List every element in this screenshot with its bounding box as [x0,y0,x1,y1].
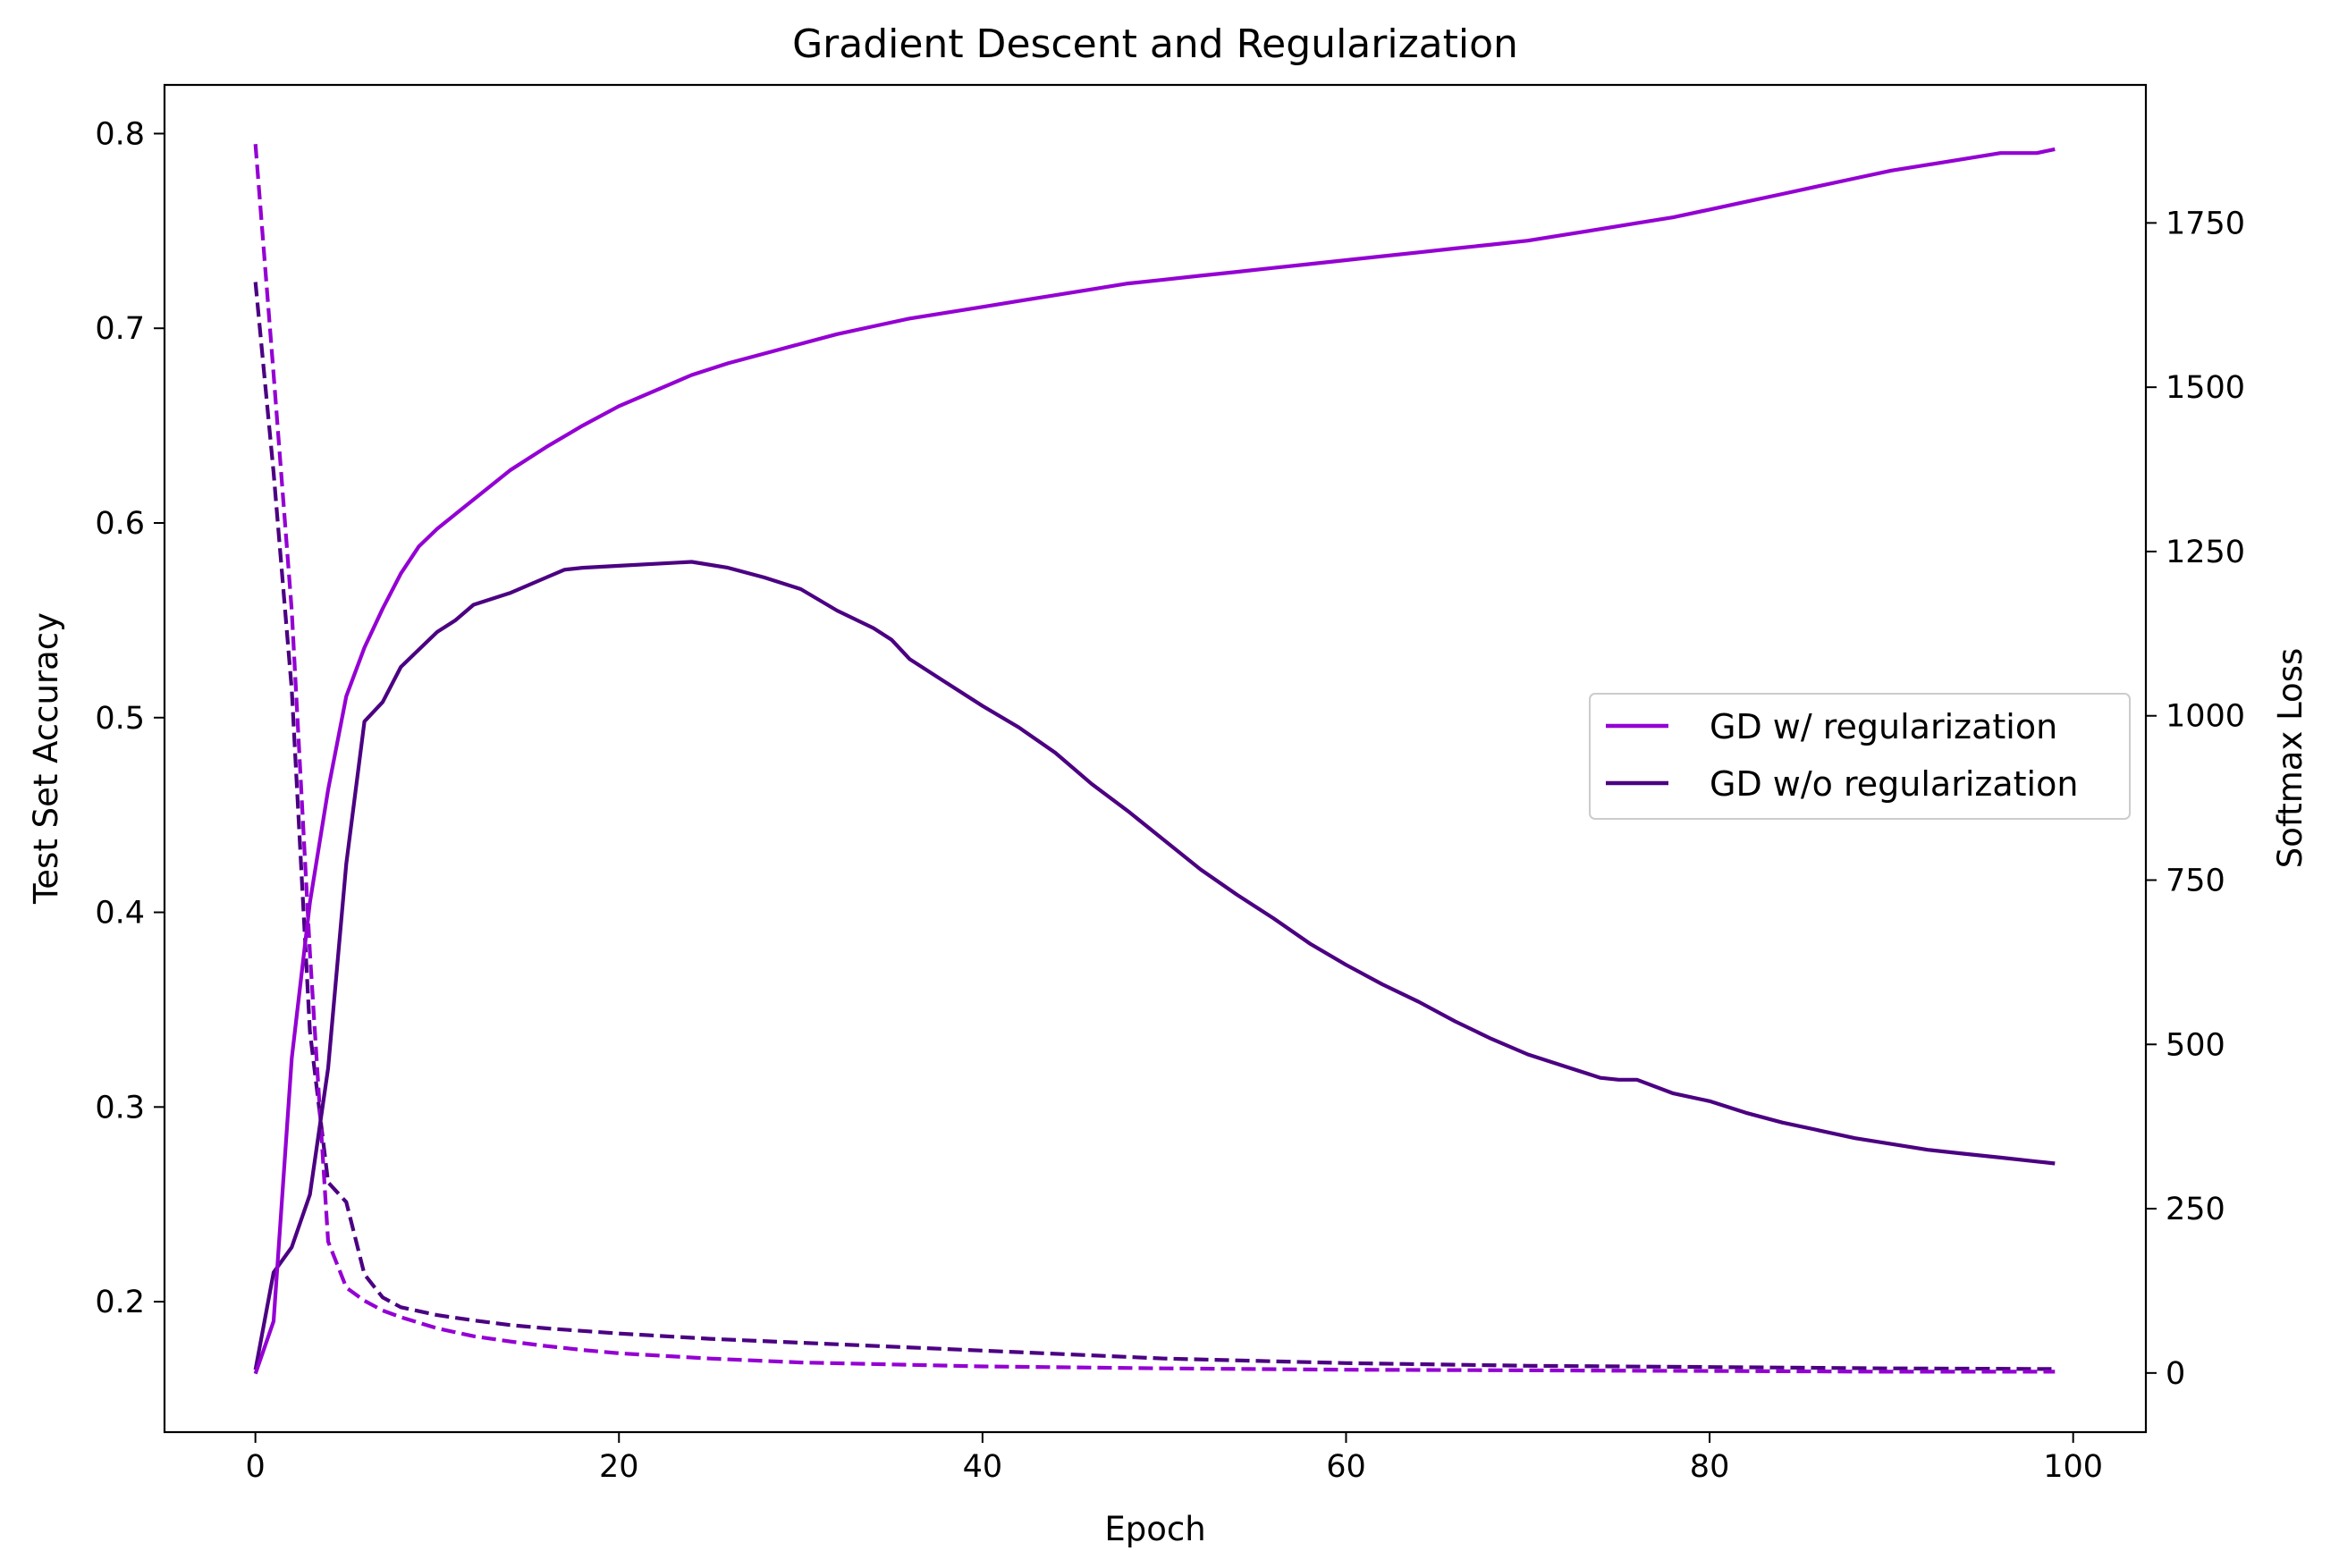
y-tick-label-right: 0 [2166,1356,2185,1392]
y-tick-label-right: 1000 [2166,699,2245,735]
series-line-3-dashed [253,282,2056,1371]
x-tick-label: 40 [963,1449,1003,1485]
x-tick-label: 0 [246,1449,266,1485]
y-tick-label-right: 500 [2166,1027,2225,1063]
y-tick-label-right: 750 [2166,863,2225,898]
x-tick-label: 60 [1326,1449,1366,1485]
y-tick-label-left: 0.3 [95,1090,145,1125]
y-tick-label-right: 1750 [2166,206,2245,241]
x-tick-label: 100 [2043,1449,2103,1485]
x-tick-label: 20 [599,1449,639,1485]
plot-frame [163,83,2148,1434]
x-axis-label: Epoch [1104,1510,1205,1548]
y-tick-label-left: 0.4 [95,896,145,932]
legend: GD w/ regularization GD w/o regularizati… [1589,693,2131,820]
series-line-1-solid [253,560,2056,1370]
chart-title: Gradient Descent and Regularization [792,21,1518,67]
series-line-0-solid [253,147,2056,1375]
x-tick-label: 80 [1690,1449,1730,1485]
legend-label-with-reg: GD w/ regularization [1710,707,2057,746]
y-tick-label-left: 0.6 [95,506,145,542]
y-tick-label-right: 1250 [2166,535,2245,570]
legend-label-without-reg: GD w/o regularization [1710,764,2078,804]
y-tick-label-right: 250 [2166,1192,2225,1227]
y-tick-label-left: 0.5 [95,701,145,737]
y-tick-label-right: 1500 [2166,370,2245,406]
y-tick-label-left: 0.8 [95,116,145,152]
series-layer [253,144,2056,1375]
y-axis-label-left: Test Set Accuracy [27,612,65,905]
legend-box [1589,693,2131,820]
y-tick-label-left: 0.2 [95,1285,145,1320]
series-line-2-dashed [253,144,2056,1374]
y-axis-label-right: Softmax Loss [2271,648,2309,869]
y-tick-label-left: 0.7 [95,311,145,347]
ticks-layer: 0 20 40 60 80 100 0.2 0.3 0.4 0.5 0.6 0.7 0.8 0 250 500… [95,116,2245,1485]
